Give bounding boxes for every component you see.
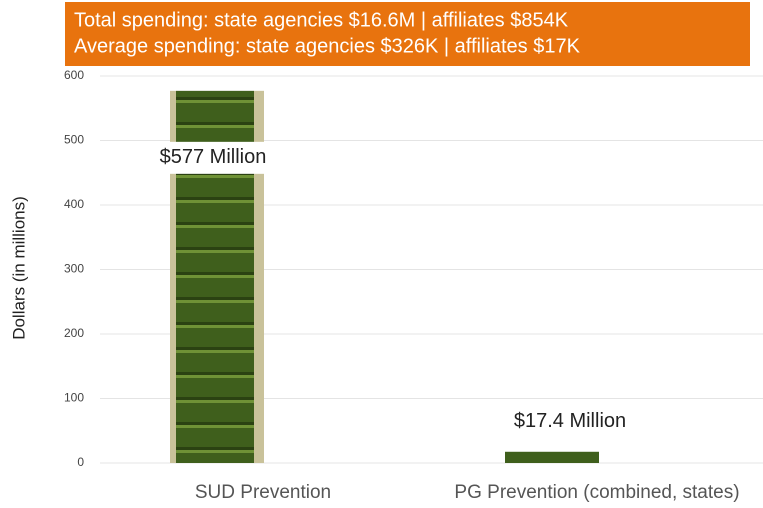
- y-tick-label: 500: [64, 133, 84, 147]
- x-tick-label: PG Prevention (combined, states): [454, 482, 739, 503]
- x-tick-label: SUD Prevention: [195, 482, 331, 503]
- title-line: Total spending: state agencies $16.6M | …: [74, 9, 569, 31]
- y-tick-label: 600: [64, 68, 84, 82]
- title-box: [65, 2, 750, 66]
- y-axis-label: Dollars (in millions): [9, 196, 28, 340]
- y-tick-label: 300: [64, 262, 84, 276]
- y-tick-label: 0: [77, 455, 84, 469]
- y-tick-label: 400: [64, 197, 84, 211]
- value-label-bg: [145, 141, 289, 174]
- y-tick-label: 200: [64, 326, 84, 340]
- bar: [505, 451, 599, 463]
- y-tick-label: 100: [64, 391, 84, 405]
- value-label: $577 Million: [160, 146, 267, 168]
- title-line: Average spending: state agencies $326K |…: [74, 35, 581, 57]
- value-label: $17.4 Million: [514, 410, 626, 432]
